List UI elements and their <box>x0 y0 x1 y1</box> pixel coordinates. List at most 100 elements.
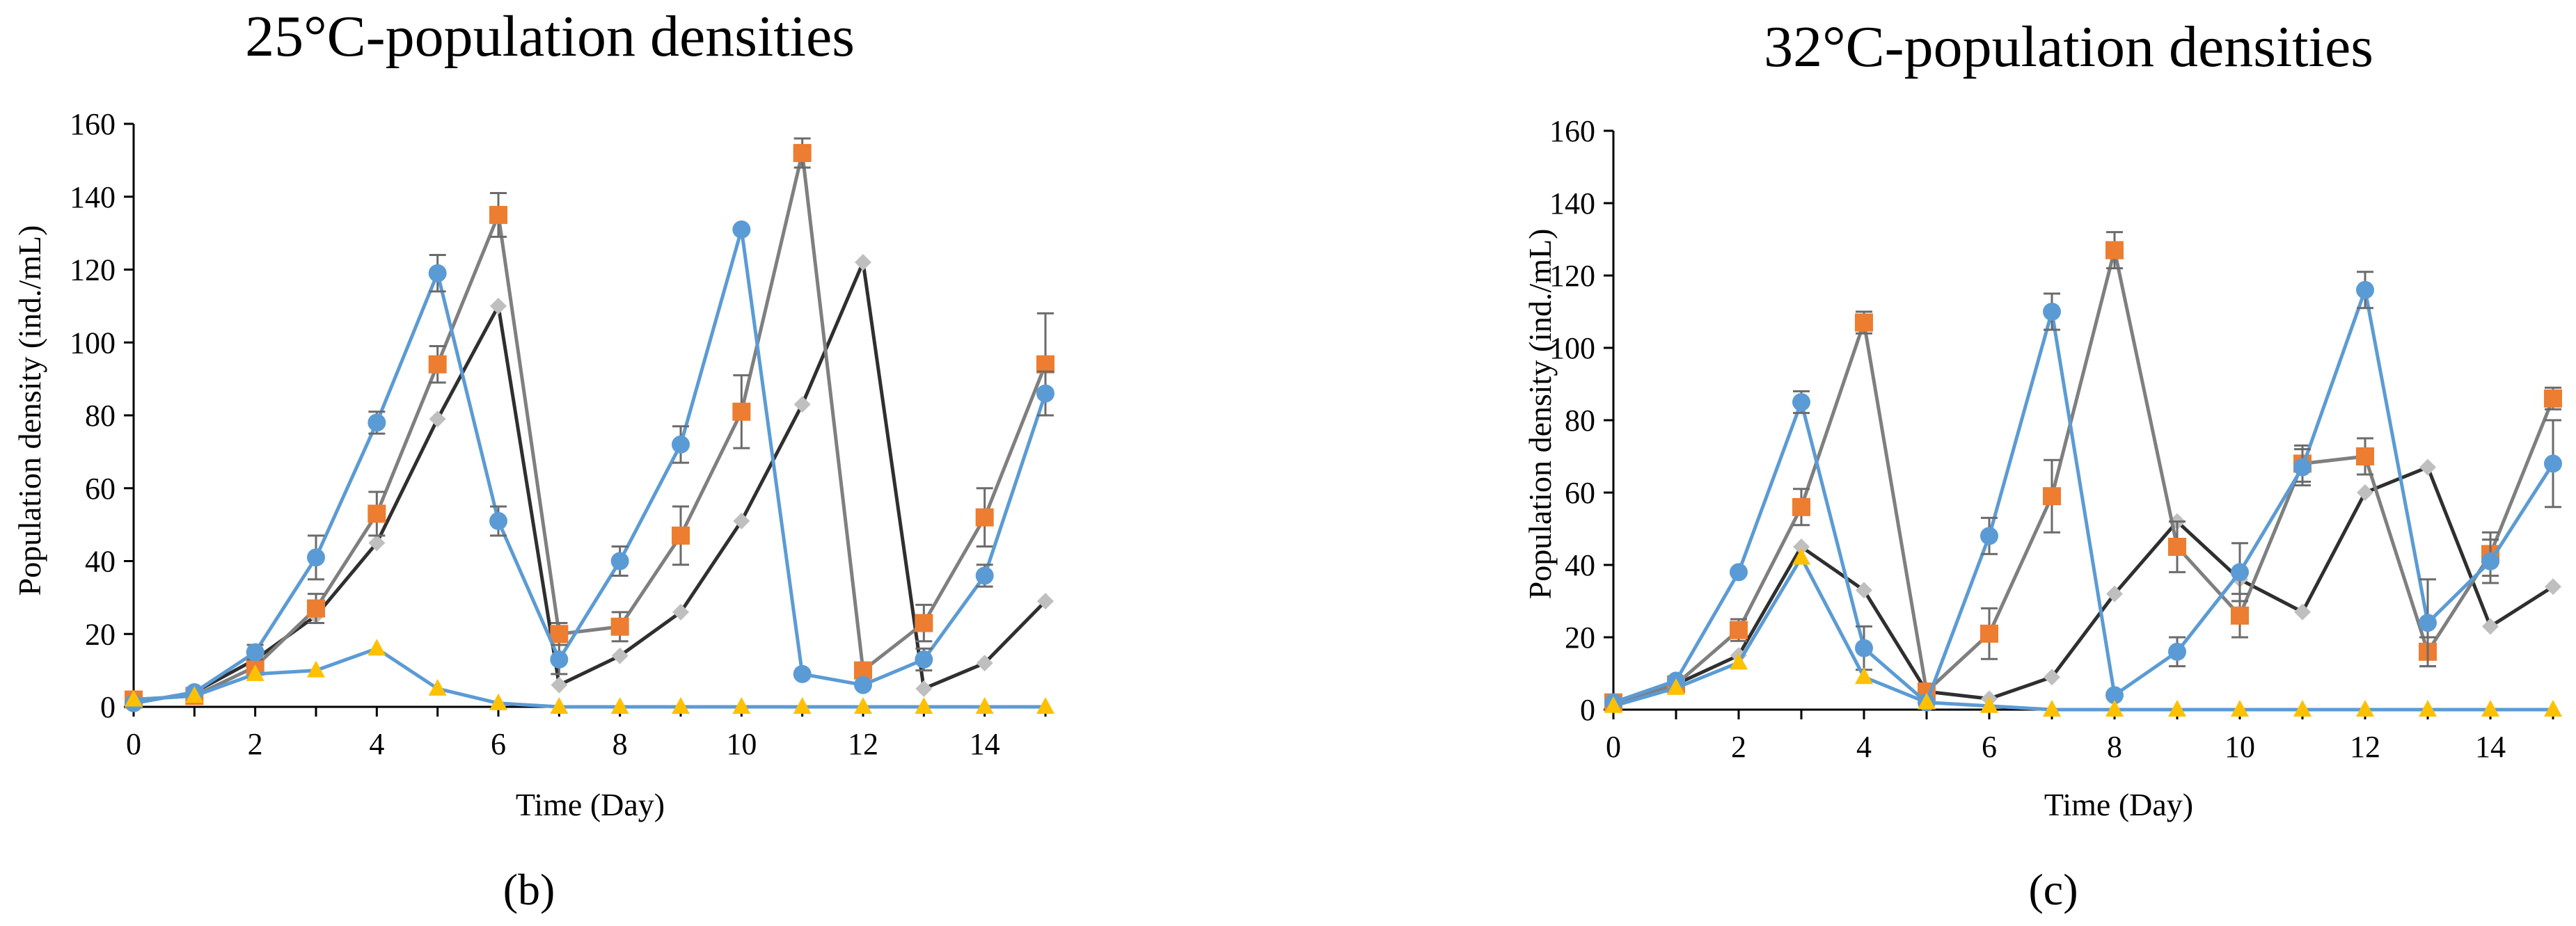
data-point <box>2105 241 2124 260</box>
data-point <box>975 566 994 585</box>
data-point <box>2231 606 2249 625</box>
x-tick-label: 10 <box>2225 730 2255 764</box>
data-point <box>975 697 994 714</box>
series-line <box>133 227 1048 705</box>
chart-25c: 25°C-population densities Population den… <box>12 4 1054 914</box>
x-tick-label: 8 <box>613 727 628 761</box>
chart-title: 32°C-population densities <box>1764 15 2373 79</box>
series-blue <box>125 220 1054 712</box>
data-point <box>610 697 629 714</box>
data-point <box>307 599 325 618</box>
data-point <box>672 697 690 714</box>
data-point <box>2044 669 2060 686</box>
data-point <box>368 639 386 656</box>
x-tick-label: 6 <box>491 727 506 761</box>
series-gray <box>125 137 1054 709</box>
data-point <box>1730 621 1748 639</box>
data-point <box>2545 578 2561 596</box>
data-point <box>610 552 629 570</box>
y-tick-label: 60 <box>85 472 116 506</box>
data-point <box>2293 700 2312 717</box>
panel-label: (b) <box>503 865 555 914</box>
y-axis-label: Population density (ind./mL) <box>1522 229 1558 600</box>
data-point <box>1667 678 1685 695</box>
data-point <box>915 697 933 714</box>
data-point <box>672 603 689 621</box>
data-point <box>610 617 629 636</box>
data-point <box>793 143 812 162</box>
data-point <box>428 678 447 696</box>
data-point <box>368 534 386 552</box>
data-point <box>915 680 933 697</box>
x-tick-label: 4 <box>369 727 384 761</box>
panel-label: (c) <box>2028 865 2078 914</box>
data-point <box>915 650 933 669</box>
data-point <box>2356 700 2374 717</box>
data-point <box>1793 538 1810 555</box>
data-point <box>2043 303 2061 321</box>
data-point <box>2231 700 2249 717</box>
data-point <box>2168 700 2186 717</box>
x-tick-label: 6 <box>1982 730 1997 764</box>
data-point <box>915 614 933 632</box>
data-point <box>793 664 812 683</box>
x-tick-label: 12 <box>848 727 878 761</box>
y-tick-label: 40 <box>1565 548 1595 582</box>
data-point <box>2043 487 2061 506</box>
data-point <box>550 625 569 644</box>
data-point <box>307 660 325 678</box>
x-tick-label: 0 <box>1606 730 1621 764</box>
data-point <box>2481 552 2499 570</box>
data-point <box>1855 667 1873 685</box>
data-point <box>1855 313 1873 332</box>
data-point <box>489 205 507 224</box>
data-point <box>975 508 994 527</box>
data-point <box>672 435 690 454</box>
data-point <box>793 697 812 714</box>
data-point <box>1792 393 1810 411</box>
data-point <box>2544 454 2562 473</box>
data-point <box>1856 582 1872 599</box>
data-point <box>1036 355 1054 374</box>
x-tick-label: 8 <box>2107 730 2122 764</box>
data-point <box>428 355 447 374</box>
series-line <box>1613 288 2555 705</box>
data-point <box>2356 447 2374 465</box>
data-point <box>2357 484 2373 501</box>
data-point <box>1980 624 1998 643</box>
data-point <box>1980 527 1998 545</box>
data-point <box>2482 618 2499 635</box>
series-line <box>1613 248 2555 705</box>
data-point <box>1036 384 1054 403</box>
data-point <box>307 548 325 567</box>
data-point <box>1037 593 1054 610</box>
x-tick-label: 14 <box>970 727 1000 761</box>
data-point <box>550 650 569 669</box>
x-tick-label: 2 <box>248 727 263 761</box>
x-axis-label: Time (Day) <box>2044 787 2193 822</box>
y-tick-label: 160 <box>1549 114 1595 148</box>
data-point <box>2419 614 2437 632</box>
data-point <box>246 664 264 681</box>
data-point <box>125 689 143 707</box>
data-point <box>611 647 629 664</box>
data-point <box>1855 639 1873 657</box>
y-tick-label: 140 <box>70 180 116 214</box>
series-yellow <box>1604 548 2562 717</box>
data-point <box>2105 700 2124 717</box>
data-point <box>976 655 993 672</box>
x-axis-label: Time (Day) <box>516 787 665 822</box>
chart-title: 25°C-population densities <box>245 4 855 69</box>
x-tick-label: 14 <box>2475 730 2506 764</box>
data-point <box>2168 538 2186 556</box>
data-point <box>2294 603 2311 621</box>
series-line <box>133 151 1048 702</box>
y-tick-label: 60 <box>1565 476 1595 510</box>
data-point <box>2293 458 2312 477</box>
data-point <box>672 526 690 545</box>
data-point <box>855 254 871 271</box>
data-point <box>733 512 750 529</box>
data-point <box>2544 700 2562 717</box>
data-point <box>732 220 751 239</box>
data-point <box>368 413 386 432</box>
